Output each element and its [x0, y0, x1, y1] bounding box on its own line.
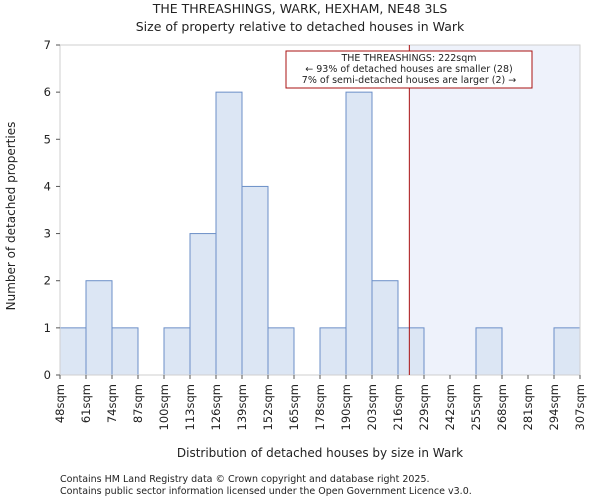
x-tick-label: 139sqm — [235, 384, 249, 430]
x-tick-label: 100sqm — [157, 384, 171, 430]
x-tick-label: 74sqm — [105, 384, 119, 423]
bar-48sqm — [59, 327, 87, 376]
x-tick-label: 216sqm — [391, 384, 405, 430]
x-tick-label: 190sqm — [339, 384, 353, 430]
y-tick-label: 0 — [44, 368, 51, 382]
x-tick-label: 307sqm — [573, 384, 587, 430]
x-tick-label: 126sqm — [209, 384, 223, 430]
footer-line-1: Contains HM Land Registry data © Crown c… — [60, 474, 430, 485]
bar-190sqm — [345, 91, 373, 376]
x-tick-label: 61sqm — [79, 384, 93, 423]
annotation-box — [285, 50, 533, 89]
x-tick-label: 229sqm — [417, 384, 431, 430]
x-tick-label: 152sqm — [261, 384, 275, 430]
x-axis-label: Distribution of detached houses by size … — [177, 446, 463, 460]
larger-region-highlight — [409, 45, 580, 375]
x-tick-label: 268sqm — [495, 384, 509, 430]
annotation-line-2: ← 93% of detached houses are smaller (28… — [305, 64, 512, 75]
bar-216sqm — [397, 327, 425, 376]
y-tick-label: 6 — [44, 85, 51, 99]
y-tick-label: 5 — [44, 132, 51, 146]
bar-139sqm — [241, 185, 269, 376]
chart-title: THE THREASHINGS, WARK, HEXHAM, NE48 3LS — [152, 1, 448, 16]
y-tick-label: 7 — [44, 38, 51, 52]
x-tick-label: 87sqm — [131, 384, 145, 423]
bar-126sqm — [215, 91, 243, 376]
marker-annotation: THE THREASHINGS: 222sqm ← 93% of detache… — [285, 50, 533, 89]
x-tick-label: 255sqm — [469, 384, 483, 430]
x-tick-label: 165sqm — [287, 384, 301, 430]
bar-203sqm — [371, 280, 399, 376]
y-axis-label: Number of detached properties — [4, 122, 18, 311]
bar-61sqm — [85, 280, 113, 376]
bar-152sqm — [267, 327, 295, 376]
annotation-line-3: 7% of semi-detached houses are larger (2… — [302, 75, 516, 86]
x-tick-label: 178sqm — [313, 384, 327, 430]
bars-group — [59, 91, 581, 376]
x-tick-label: 48sqm — [53, 384, 67, 423]
bar-178sqm — [319, 327, 347, 376]
x-tick-label: 294sqm — [547, 384, 561, 430]
x-ticks-group: 48sqm 61sqm 74sqm 87sqm 100sqm 113sqm 126sqm 13… — [53, 375, 587, 430]
x-tick-label: 242sqm — [443, 384, 457, 430]
bar-100sqm — [163, 327, 191, 376]
x-tick-label: 281sqm — [521, 384, 535, 430]
y-ticks-group: 0 1 2 3 4 5 6 7 — [44, 38, 60, 382]
chart-subtitle: Size of property relative to detached ho… — [136, 19, 465, 34]
y-tick-label: 2 — [44, 274, 51, 288]
bar-113sqm — [189, 233, 217, 376]
x-tick-label: 113sqm — [183, 384, 197, 430]
bar-74sqm — [111, 327, 139, 376]
annotation-line-1: THE THREASHINGS: 222sqm — [340, 53, 476, 64]
y-tick-label: 1 — [44, 321, 51, 335]
y-tick-label: 3 — [44, 227, 51, 241]
y-tick-label: 4 — [44, 179, 51, 193]
bar-294sqm — [553, 327, 581, 376]
x-tick-label: 203sqm — [365, 384, 379, 430]
footer-line-2: Contains public sector information licen… — [60, 486, 472, 497]
bar-255sqm — [475, 327, 503, 376]
